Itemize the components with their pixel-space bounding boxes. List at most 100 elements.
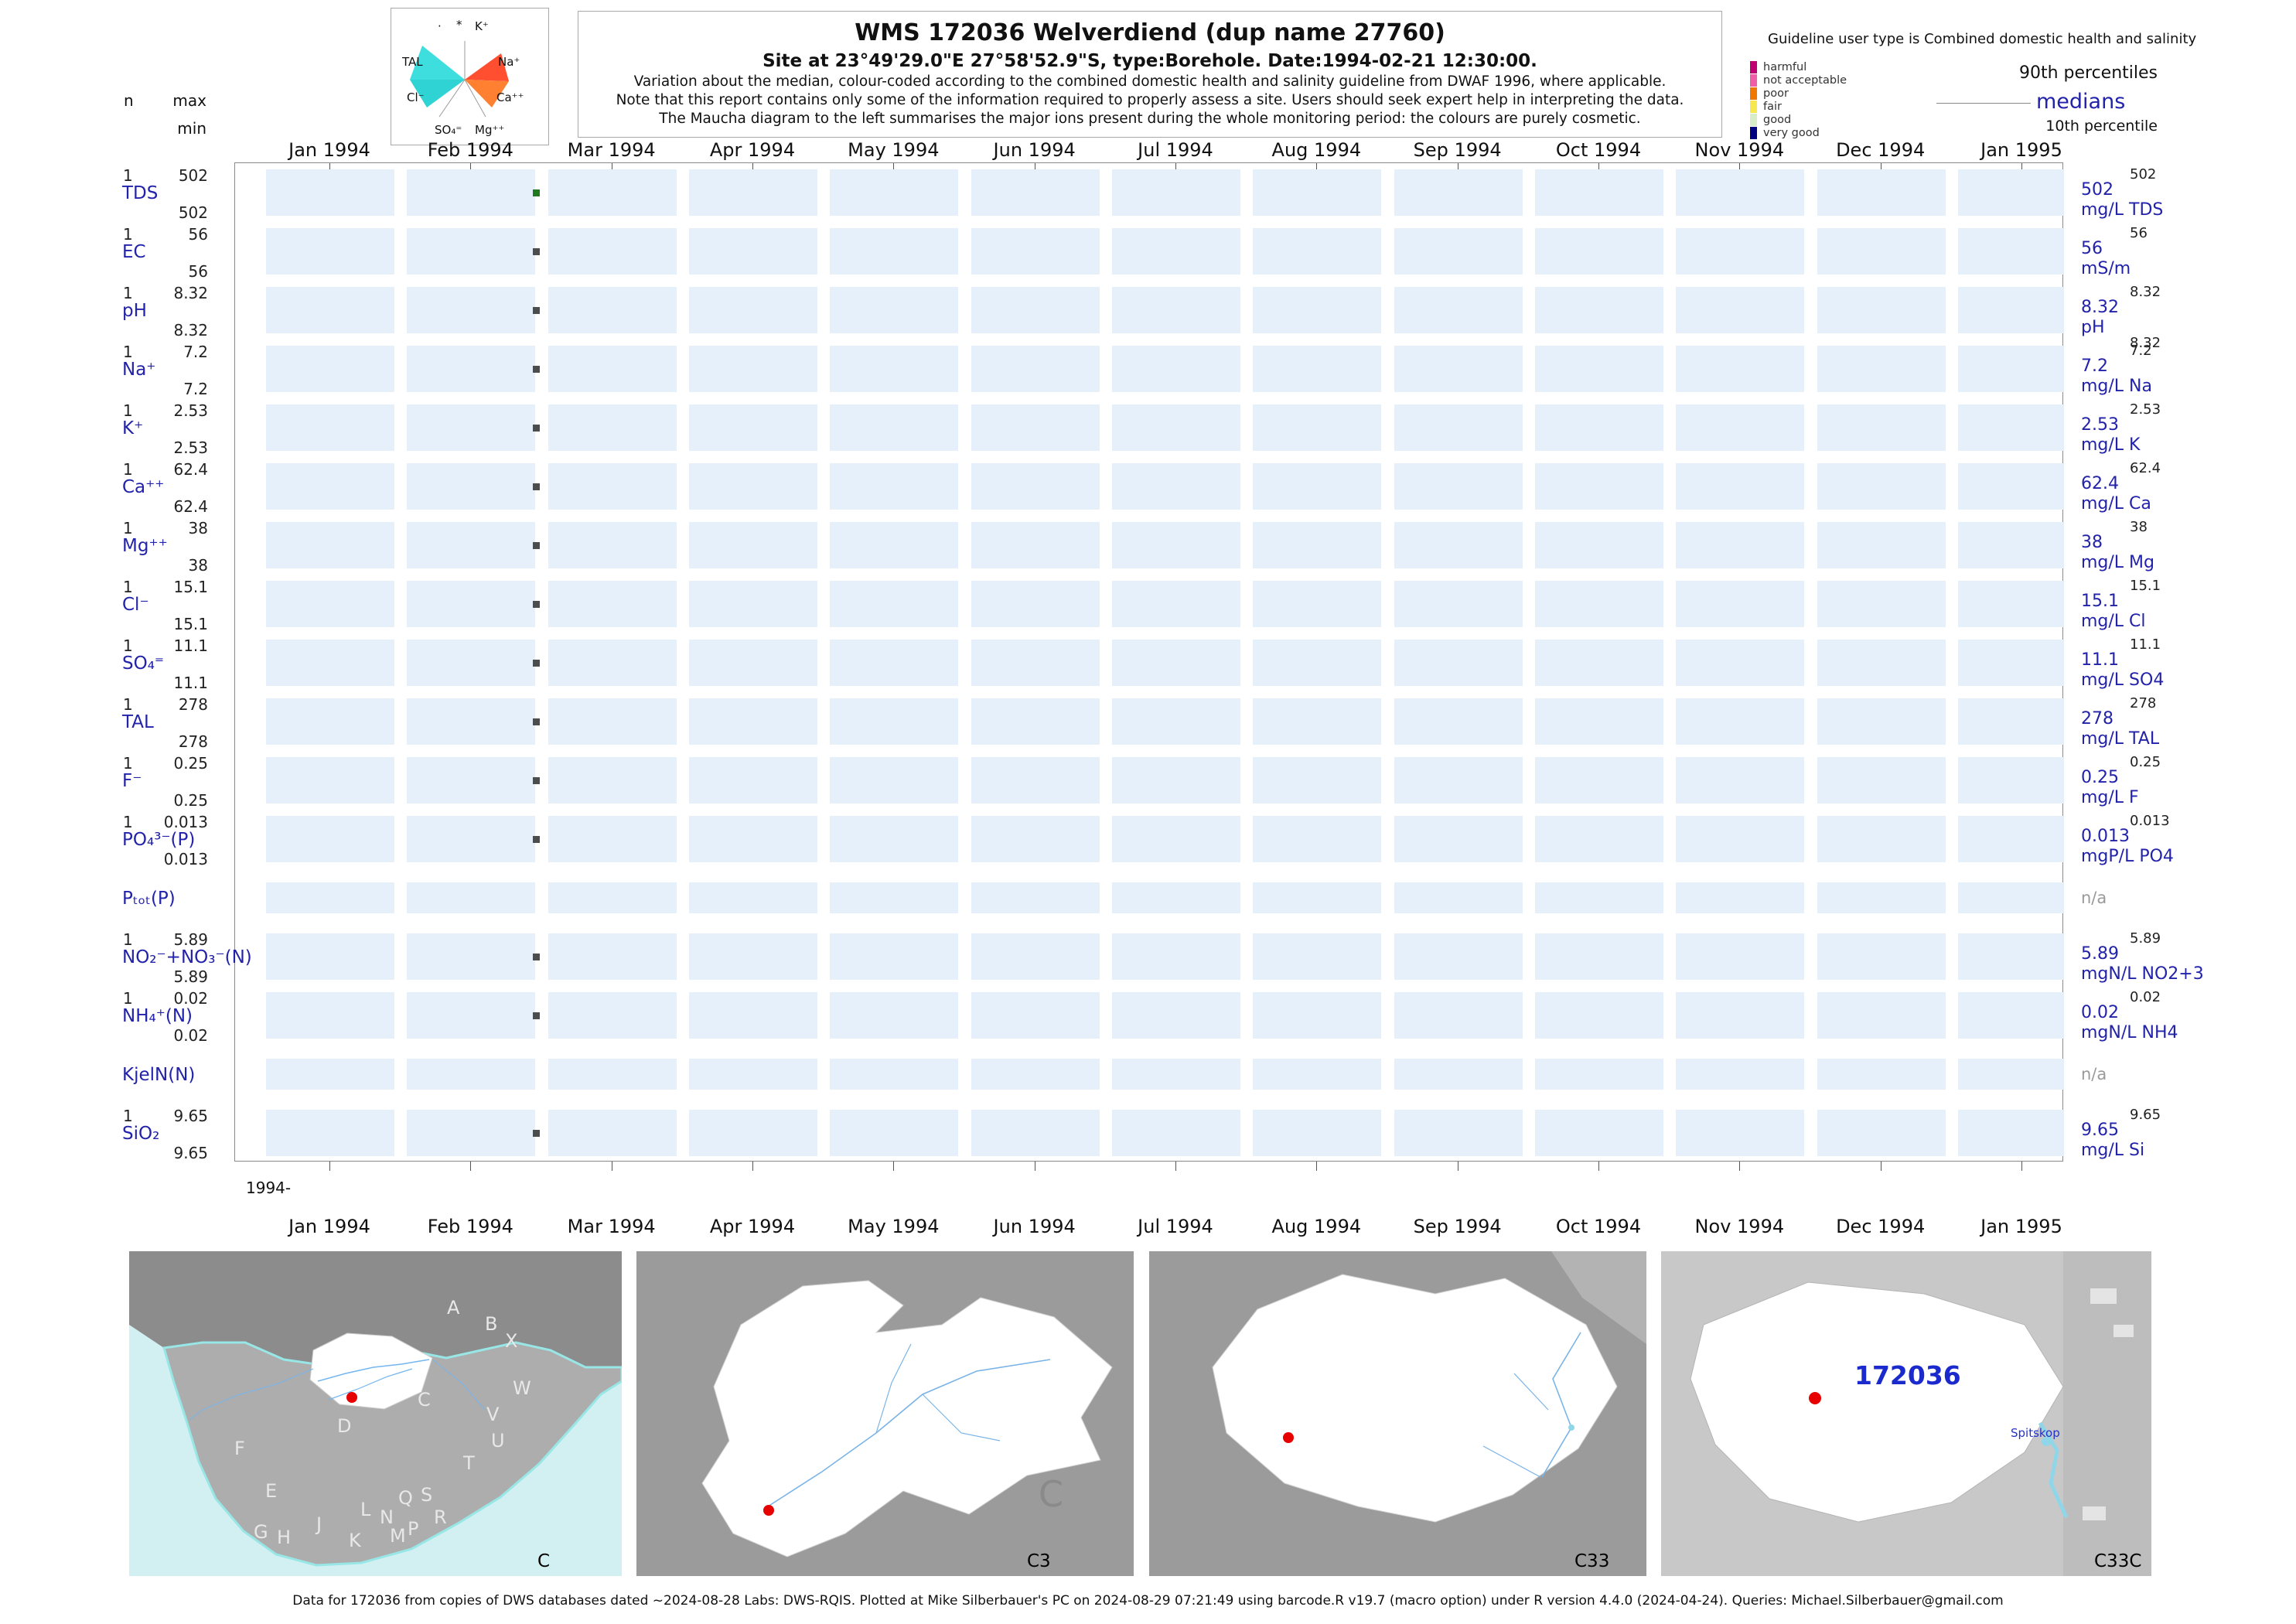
dam-marker	[1568, 1424, 1574, 1431]
month-cell	[266, 698, 394, 745]
guideline-class: poor	[1750, 87, 1847, 100]
min-value: 15.1	[173, 615, 208, 633]
month-cell	[830, 346, 959, 392]
month-cell	[1111, 1110, 1240, 1156]
river-line	[767, 1359, 1051, 1507]
data-point	[533, 718, 541, 725]
month-cell	[1253, 346, 1382, 392]
month-cell	[1394, 169, 1523, 216]
p90-value: 56	[2130, 225, 2148, 241]
guideline-swatch	[1750, 126, 1757, 139]
month-cell	[688, 882, 817, 913]
month-cell	[971, 992, 1100, 1039]
region-letter-E: E	[265, 1480, 277, 1502]
param-label: TAL	[122, 712, 154, 732]
unit-label: mg/L Na	[2081, 377, 2152, 396]
min-column-header: min	[177, 119, 206, 138]
region-letter-N: N	[380, 1506, 394, 1528]
month-cell	[1957, 1110, 2064, 1156]
month-label: Aug 1994	[1271, 139, 1362, 161]
p90-value: 0.013	[2130, 813, 2170, 829]
month-cell	[1817, 346, 1946, 392]
month-cell	[1394, 463, 1523, 510]
region-letter-U: U	[491, 1430, 505, 1452]
month-cell	[1111, 287, 1240, 333]
month-label: Jul 1994	[1138, 1216, 1213, 1237]
month-cell	[407, 228, 536, 275]
param-row-so4: SO₄⁼ 1 11.1 11.1 11.1 11.1 mg/L SO4	[122, 633, 2164, 692]
sample-count: 1	[123, 401, 133, 420]
month-cell	[830, 404, 959, 451]
month-cell	[1534, 992, 1663, 1039]
na-value: n/a	[2081, 889, 2107, 907]
month-cell	[1534, 522, 1663, 568]
region-letter-P: P	[408, 1518, 418, 1540]
median-value: 15.1	[2081, 592, 2119, 611]
unit-label: mgN/L NO2+3	[2081, 964, 2204, 984]
median-value: 0.02	[2081, 1003, 2119, 1022]
sample-count: 1	[123, 460, 133, 479]
data-point	[533, 189, 541, 196]
terrain-patch	[2083, 1506, 2106, 1520]
min-value: 0.02	[173, 1026, 208, 1045]
note-line-2: Note that this report contains only some…	[616, 92, 1684, 108]
month-cell	[1817, 404, 1946, 451]
month-cell	[688, 463, 817, 510]
month-cell	[1394, 404, 1523, 451]
month-cell	[971, 1059, 1100, 1090]
data-point	[533, 307, 541, 314]
month-cell	[830, 882, 959, 913]
terrain-patch	[1551, 1251, 1646, 1344]
p90-value: 15.1	[2130, 578, 2161, 594]
p10-legend-label: 10th percentile	[2045, 118, 2158, 135]
month-cell	[830, 463, 959, 510]
month-cell	[688, 169, 817, 216]
month-cell	[548, 228, 677, 275]
param-row-no23: NO₂⁻+NO₃⁻(N) 1 5.89 5.89 5.89 5.89 mgN/L NO2+3	[122, 927, 2204, 986]
month-cell	[1111, 346, 1240, 392]
month-cell	[1817, 757, 1946, 803]
month-axis-top: Jan 1994 Feb 1994 Mar 1994 Apr 1994 May 1994…	[234, 139, 2063, 162]
drainage-region-letters: A BX W C VUT D FE SQR L NPM G H J K	[234, 1297, 531, 1551]
median-line-sample	[1936, 103, 2031, 104]
guideline-class-label: not acceptable	[1763, 73, 1847, 87]
month-cell	[971, 228, 1100, 275]
min-value: 38	[188, 556, 208, 575]
month-cell	[1394, 1110, 1523, 1156]
month-cell	[266, 992, 394, 1039]
map-panel-south-africa: A BX W C VUT D FE SQR L NPM G H J K C	[129, 1251, 622, 1576]
month-axis-bottom: Jan 1994 Feb 1994 Mar 1994 Apr 1994 May 1994…	[234, 1216, 2063, 1239]
site-marker	[763, 1505, 774, 1516]
min-value: 278	[178, 732, 208, 751]
month-cell	[688, 1059, 817, 1090]
axis-tick	[893, 162, 895, 172]
month-cell	[1111, 522, 1240, 568]
region-letter-X: X	[505, 1330, 517, 1352]
sample-count: 1	[123, 519, 133, 537]
median-value: 5.89	[2081, 944, 2119, 964]
min-value: 5.89	[173, 967, 208, 986]
unit-label: mS/m	[2081, 259, 2131, 278]
month-cell	[266, 816, 394, 862]
month-cell	[688, 522, 817, 568]
region-letter-A: A	[447, 1297, 460, 1319]
max-value: 2.53	[173, 401, 208, 420]
month-label: Oct 1994	[1555, 1216, 1642, 1237]
median-value: 62.4	[2081, 474, 2119, 493]
max-value: 0.02	[173, 989, 208, 1008]
max-value: 8.32	[173, 284, 208, 302]
site-code-label: 172036	[1854, 1360, 1961, 1390]
month-cell	[830, 698, 959, 745]
month-cell	[1676, 992, 1805, 1039]
month-cell	[830, 640, 959, 686]
month-label: Mar 1994	[567, 1216, 656, 1237]
maucha-wedge-na	[465, 53, 509, 81]
median-value: 502	[2081, 180, 2113, 200]
month-cell	[266, 404, 394, 451]
region-letter-F: F	[234, 1438, 245, 1459]
month-cell	[1676, 346, 1805, 392]
month-cell	[1111, 816, 1240, 862]
month-cell	[971, 933, 1100, 980]
min-value: 62.4	[173, 497, 208, 516]
